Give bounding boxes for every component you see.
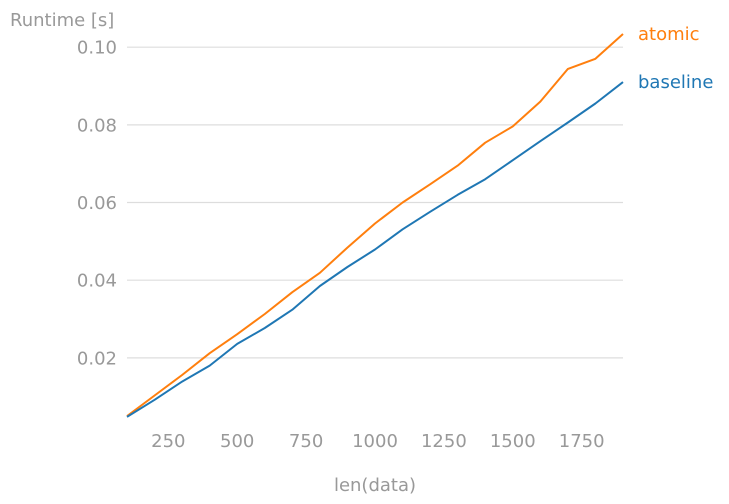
x-tick-label: 1000 <box>352 431 398 452</box>
x-tick-label: 1250 <box>421 431 467 452</box>
series-label-baseline: baseline <box>638 72 713 93</box>
y-axis-ticks: 0.02 0.04 0.06 0.08 0.10 <box>77 38 117 370</box>
x-tick-label: 250 <box>151 431 185 452</box>
y-tick-label: 0.08 <box>77 115 117 136</box>
series-lines <box>126 33 624 418</box>
series-line-atomic <box>126 33 624 417</box>
x-tick-label: 1500 <box>490 431 536 452</box>
series-line-baseline <box>126 81 624 418</box>
y-tick-label: 0.06 <box>77 193 117 214</box>
y-tick-label: 0.04 <box>77 271 117 292</box>
x-tick-label: 1750 <box>559 431 605 452</box>
series-label-atomic: atomic <box>638 24 700 45</box>
x-axis-ticks: 250 500 750 1000 1250 1500 1750 <box>151 431 604 452</box>
y-axis-label: Runtime [s] <box>10 10 114 31</box>
y-tick-label: 0.10 <box>77 38 117 59</box>
x-tick-label: 500 <box>220 431 254 452</box>
x-axis-label: len(data) <box>334 475 416 496</box>
series-labels: atomic baseline <box>638 24 713 93</box>
y-tick-label: 0.02 <box>77 348 117 369</box>
x-tick-label: 750 <box>289 431 323 452</box>
gridlines <box>127 46 623 359</box>
